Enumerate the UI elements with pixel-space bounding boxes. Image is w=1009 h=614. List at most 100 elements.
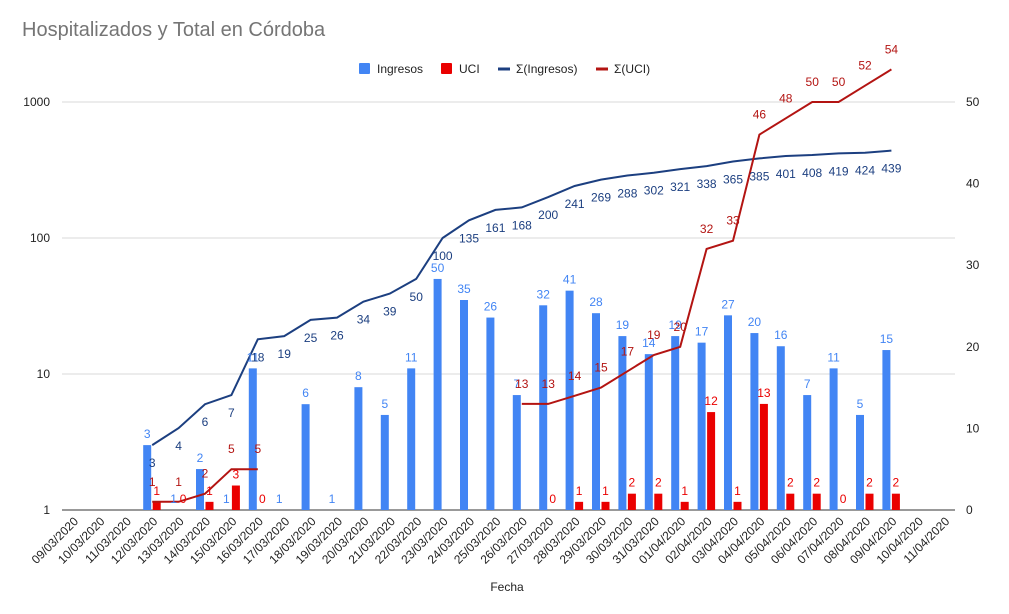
sum-uci-data-label: 46 (753, 108, 767, 122)
legend-item: UCI (441, 62, 480, 76)
ingresos-data-label: 32 (537, 287, 551, 301)
sum-ingresos-data-label: 401 (776, 167, 796, 181)
ingresos-data-label: 11 (247, 350, 260, 364)
uci-data-label: 1 (734, 484, 741, 498)
uci-data-label: 0 (180, 492, 187, 506)
sum-ingresos-data-label: 19 (278, 347, 292, 361)
ingresos-bar (565, 290, 574, 510)
sum-uci-line (521, 68, 892, 405)
sum-uci-data-label: 32 (700, 222, 714, 236)
ingresos-bar (697, 342, 706, 510)
y-tick-label: 1 (43, 503, 50, 517)
ingresos-data-label: 1 (170, 492, 177, 506)
sum-uci-data-label: 5 (228, 442, 235, 456)
legend-swatch (441, 63, 452, 74)
sum-uci-data-label: 50 (806, 75, 820, 89)
sum-ingresos-data-label: 7 (228, 406, 235, 420)
ingresos-bar (433, 278, 442, 510)
sum-uci-data-label: 20 (674, 320, 688, 334)
uci-bar (865, 493, 874, 510)
uci-data-label: 1 (206, 484, 213, 498)
sum-uci-data-label: 54 (885, 42, 899, 56)
sum-ingresos-data-label: 100 (433, 249, 453, 263)
y-tick-label: 100 (30, 231, 50, 245)
uci-data-label: 12 (704, 394, 718, 408)
uci-data-label: 1 (153, 484, 160, 498)
sum-uci-data-label: 52 (858, 59, 872, 73)
ingresos-data-label: 27 (721, 297, 735, 311)
legend-item: Σ(Ingresos) (498, 62, 577, 76)
ingresos-bar (882, 350, 891, 510)
ingresos-data-label: 2 (197, 451, 204, 465)
ingresos-bar (856, 414, 864, 510)
sum-uci-line (152, 468, 258, 503)
sum-ingresos-data-label: 25 (304, 331, 318, 345)
uci-data-label: 2 (813, 476, 820, 490)
ingresos-data-label: 11 (405, 350, 418, 364)
ingresos-data-label: 50 (431, 261, 445, 275)
legend-swatch (359, 63, 370, 74)
sum-ingresos-data-label: 135 (459, 231, 479, 245)
sum-uci-data-label: 17 (621, 344, 635, 358)
sum-uci-data-label: 33 (726, 214, 740, 228)
ingresos-bar (380, 414, 389, 510)
y-tick-label: 1000 (23, 95, 50, 109)
ingresos-bar (354, 387, 363, 510)
ingresos-bar (724, 315, 732, 510)
left-axis: 1 10 100 1000 (23, 95, 50, 517)
ingresos-data-label: 7 (513, 377, 520, 391)
uci-data-label: 0 (259, 492, 266, 506)
ingresos-data-label: 11 (827, 350, 840, 364)
legend-label: Ingresos (377, 62, 423, 76)
ingresos-bar (592, 313, 600, 510)
sum-ingresos-data-label: 4 (175, 439, 182, 453)
ingresos-bar (671, 336, 680, 510)
right-axis: 0 10 20 30 40 50 (966, 95, 980, 517)
legend-item: Ingresos (359, 62, 423, 76)
uci-bar (680, 501, 689, 510)
ingresos-bar (618, 336, 627, 510)
x-axis-title: Fecha (490, 580, 524, 594)
uci-bar (654, 493, 663, 510)
ingresos-bar (750, 333, 759, 510)
ingresos-data-label: 1 (223, 492, 230, 506)
sum-ingresos-data-label: 50 (410, 290, 424, 304)
grid-layer (62, 101, 955, 511)
ingresos-data-label: 1 (329, 492, 336, 506)
sum-ingresos-data-label: 439 (881, 162, 901, 176)
y2-tick-label: 0 (966, 503, 973, 517)
ingresos-data-label: 8 (355, 369, 362, 383)
sum-ingresos-data-label: 288 (617, 187, 637, 201)
ingresos-data-label: 17 (695, 325, 709, 339)
ingresos-data-label: 7 (804, 377, 811, 391)
y2-tick-label: 10 (966, 421, 980, 435)
sum-uci-data-label: 19 (647, 328, 661, 342)
sum-ingresos-data-label: 365 (723, 173, 743, 187)
uci-data-label: 1 (681, 484, 688, 498)
ingresos-bar (829, 368, 838, 510)
ingresos-bar (460, 300, 468, 510)
uci-bar (759, 403, 768, 510)
uci-bar (891, 493, 900, 510)
sum-uci-data-label: 13 (515, 377, 529, 391)
uci-bar (812, 493, 821, 510)
legend-label: Σ(Ingresos) (516, 62, 577, 76)
cumulative-lines (151, 68, 892, 503)
ingresos-data-label: 6 (302, 386, 309, 400)
sum-ingresos-data-label: 419 (829, 164, 849, 178)
ingresos-data-label: 26 (484, 300, 498, 314)
sum-ingresos-data-label: 6 (202, 415, 209, 429)
ingresos-bar (248, 368, 257, 510)
y2-tick-label: 20 (966, 340, 980, 354)
sum-uci-data-label: 48 (779, 91, 793, 105)
uci-bar (786, 493, 795, 510)
ingresos-bar (644, 354, 653, 510)
sum-ingresos-data-label: 408 (802, 166, 822, 180)
uci-bar (601, 501, 610, 510)
ingresos-bar (407, 368, 416, 510)
sum-ingresos-data-label: 34 (357, 313, 371, 327)
uci-data-label: 1 (576, 484, 583, 498)
sum-ingresos-data-label: 168 (512, 218, 532, 232)
legend: Ingresos UCI Σ(Ingresos) Σ(UCI) (359, 62, 650, 76)
